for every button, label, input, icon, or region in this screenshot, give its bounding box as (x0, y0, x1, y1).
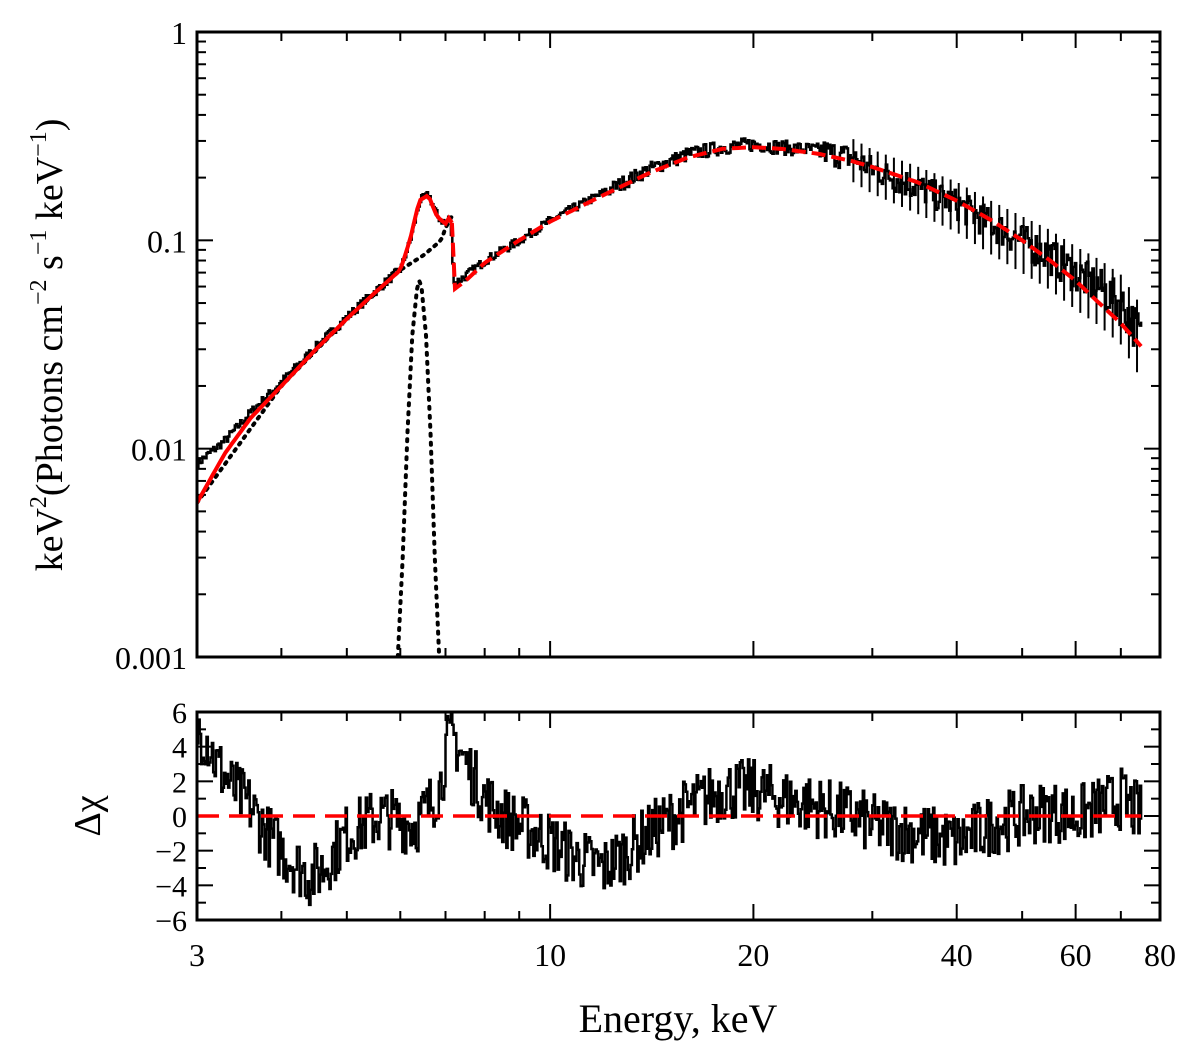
data-series (197, 137, 1143, 470)
model-series-solid (197, 193, 454, 504)
x-tick-label: 3 (189, 937, 205, 973)
spectrum-y-axis-label: keV2(Photons cm−2 s−1 keV−1) (26, 119, 71, 572)
x-tick-label: 20 (737, 937, 769, 973)
x-axis-label: Energy, keV (579, 996, 778, 1041)
y-tick-label: 4 (172, 732, 187, 765)
spectrum-ticks (196, 31, 1161, 658)
y-tick-label: 1 (171, 15, 187, 51)
y-tick-label: 0.01 (131, 432, 187, 468)
residuals-series-line (197, 712, 1143, 907)
residuals-series (197, 712, 1143, 907)
y-tick-label: 0.001 (115, 640, 187, 676)
residuals-frame (195, 710, 1162, 922)
residuals-x-tick-labels: 3 10 20 40 60 80 (189, 937, 1176, 973)
y-tick-label: −4 (155, 870, 187, 903)
iron-line-series (395, 274, 442, 657)
spectrum-frame (195, 30, 1162, 659)
y-tick-label: 0.1 (147, 223, 187, 259)
residuals-y-axis-label: Δχ (67, 795, 109, 836)
spectrum-series (197, 137, 1143, 657)
y-tick-label: 6 (172, 697, 187, 730)
spectrum-y-tick-labels: 1 0.1 0.01 0.001 (115, 15, 187, 676)
x-tick-label: 60 (1060, 937, 1092, 973)
x-tick-label: 40 (941, 937, 973, 973)
y-tick-label: −2 (155, 836, 187, 869)
y-tick-label: −6 (155, 905, 187, 938)
model-series-dashed (449, 145, 1143, 348)
spectrum-panel: 1 0.1 0.01 0.001 keV2(Photons cm−2 s−1 keV−… (26, 15, 1162, 676)
continuum-series (197, 214, 454, 505)
y-tick-label: 2 (172, 766, 187, 799)
y-tick-label: 0 (172, 801, 187, 834)
x-tick-label: 10 (534, 937, 566, 973)
x-tick-label: 80 (1144, 937, 1176, 973)
